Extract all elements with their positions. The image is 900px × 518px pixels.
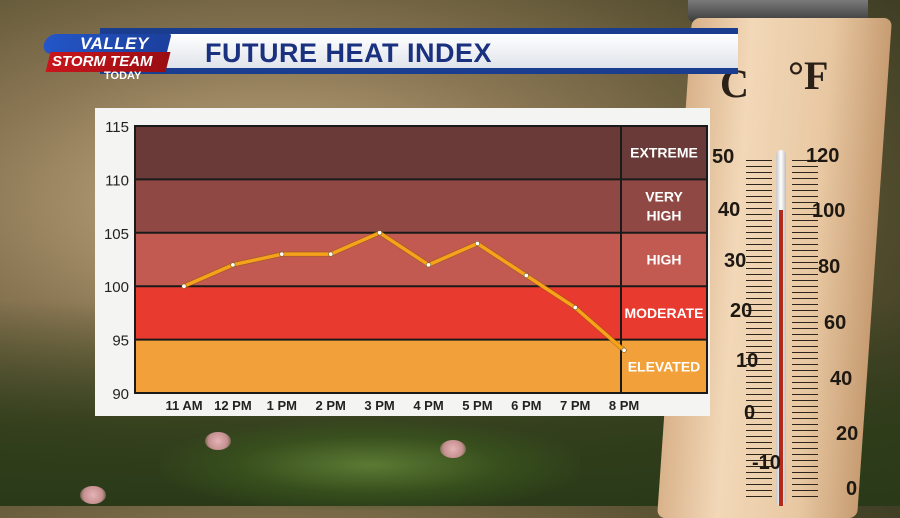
thermometer-label-c: 10: [736, 350, 759, 372]
x-tick-label: 7 PM: [560, 398, 590, 413]
thermometer-label-c: 40: [718, 199, 741, 221]
thermometer-label-f: 60: [824, 312, 847, 334]
thermometer-label-f: 20: [836, 423, 859, 445]
thermometer-ticks-c: [746, 160, 772, 500]
y-tick-label: 95: [112, 333, 129, 350]
data-point: [425, 262, 431, 268]
heat-index-chart: EXTREME VERY HIGH HIGH MODERATE ELEVATED 115 11…: [104, 119, 708, 413]
data-point: [621, 347, 627, 353]
background-flower: [205, 432, 231, 450]
band-rect: [135, 339, 707, 393]
band-label: VERY: [645, 189, 683, 205]
thermometer-ticks-f: [792, 160, 818, 500]
x-tick-label: 11 AM: [165, 398, 202, 413]
band-label: HIGH: [647, 208, 682, 224]
thermometer-label-c: 50: [712, 146, 735, 168]
thermometer-label-c: 30: [724, 250, 747, 272]
data-point: [474, 240, 480, 246]
station-logo: VALLEY STORM TEAM TODAY: [41, 34, 174, 82]
y-tick-label: 100: [104, 279, 129, 296]
y-tick-label: 110: [105, 172, 129, 189]
data-point: [181, 283, 187, 289]
plot-frame: [134, 125, 708, 394]
thermometer-label-f: 80: [818, 256, 841, 278]
data-point: [279, 251, 285, 257]
y-tick-label: 105: [104, 226, 129, 243]
y-tick-label: 115: [105, 119, 129, 136]
thermometer-label-f: 120: [806, 145, 840, 167]
data-point: [328, 251, 334, 257]
background-flower: [440, 440, 466, 458]
thermometer-cap: [688, 0, 868, 22]
thermometer-label-c: 20: [730, 300, 753, 322]
band-rect: [135, 126, 707, 180]
x-tick-label: 8 PM: [609, 398, 639, 413]
y-tick-label: 90: [112, 386, 129, 403]
logo-today-text: TODAY: [104, 70, 142, 82]
thermometer-label-c: -10: [752, 452, 781, 474]
x-tick-label: 5 PM: [462, 398, 492, 413]
background-flower: [80, 486, 106, 504]
thermometer-label-c: 0: [744, 402, 756, 424]
thermometer-label-f: 40: [830, 368, 853, 390]
x-tick-label: 1 PM: [267, 398, 297, 413]
x-tick-label: 4 PM: [413, 398, 443, 413]
thermometer-image: C °F: [657, 0, 900, 518]
data-point: [572, 305, 578, 311]
logo-valley-text: VALLEY: [80, 34, 149, 53]
logo-storm-text: STORM TEAM: [52, 53, 153, 70]
background-plant: [160, 420, 580, 510]
band-label: MODERATE: [624, 305, 703, 321]
x-tick-label: 12 PM: [214, 398, 252, 413]
band-rect: [135, 179, 707, 233]
x-tick-label: 3 PM: [364, 398, 394, 413]
data-point: [230, 262, 236, 268]
thermometer-unit-f: °F: [788, 53, 829, 98]
thermometer-label-f: 100: [812, 200, 846, 222]
x-tick-label: 2 PM: [316, 398, 346, 413]
x-tick-label: 6 PM: [511, 398, 541, 413]
thermometer-label-f: 0: [846, 478, 858, 500]
data-point: [377, 230, 383, 236]
band-label: EXTREME: [630, 145, 698, 161]
thermometer-mercury: [779, 210, 783, 506]
band-label: HIGH: [647, 252, 682, 268]
band-rect: [135, 286, 707, 340]
data-point: [523, 273, 529, 279]
series-line: [183, 231, 626, 352]
page-title: FUTURE HEAT INDEX: [205, 38, 493, 68]
title-banner: [100, 28, 738, 74]
band-label: ELEVATED: [628, 358, 701, 374]
